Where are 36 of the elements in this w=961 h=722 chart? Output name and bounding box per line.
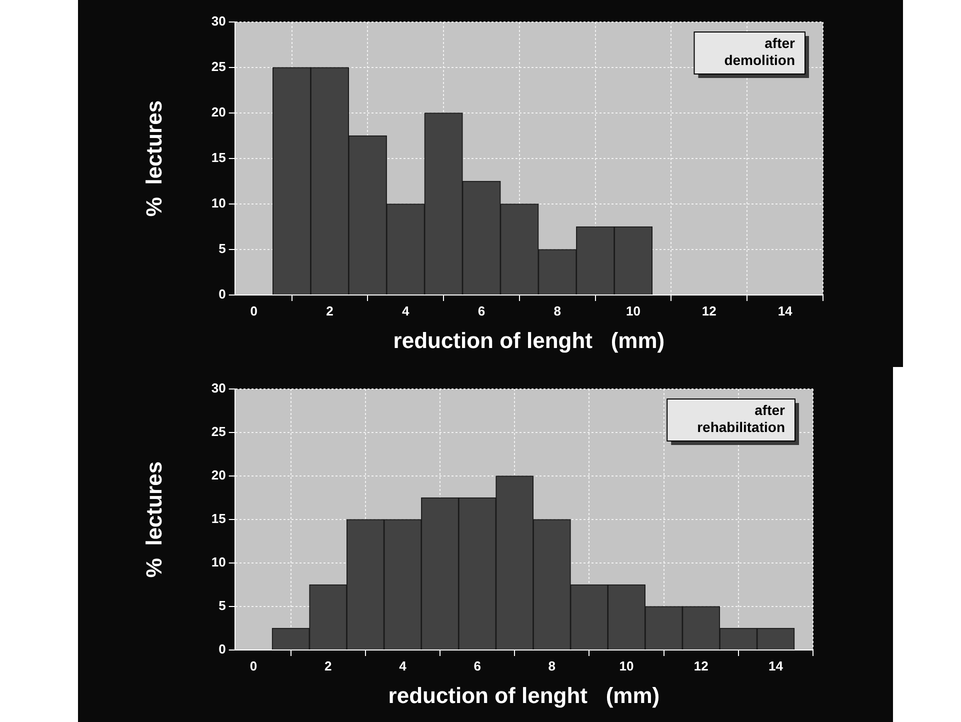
y-axis-title: % lectures <box>141 461 166 578</box>
x-tick-label: 8 <box>554 303 562 318</box>
y-tick-label: 10 <box>211 554 226 570</box>
annotation: after rehabilitation <box>697 402 786 435</box>
y-tick-label: 25 <box>211 59 226 74</box>
x-tick-label: 14 <box>778 303 794 318</box>
y-tick-label: 5 <box>218 598 226 614</box>
x-tick-label: 6 <box>478 303 486 318</box>
x-tick-label: 14 <box>768 658 784 674</box>
x-tick-label: 6 <box>474 658 481 674</box>
x-tick-label: 8 <box>548 658 556 674</box>
y-tick-label: 10 <box>211 196 226 211</box>
y-axis-title: % lectures <box>141 100 166 217</box>
x-tick-label: 12 <box>694 658 708 674</box>
x-tick-label: 0 <box>250 303 258 318</box>
y-tick-label: 5 <box>218 241 226 256</box>
x-tick-label: 12 <box>702 303 716 318</box>
y-tick-label: 15 <box>211 511 226 526</box>
y-tick-label: 0 <box>218 642 226 657</box>
y-tick-label: 0 <box>218 286 226 302</box>
x-tick-label: 2 <box>326 303 334 318</box>
x-tick-label: 2 <box>324 658 332 674</box>
x-axis-title: reduction of lenght (mm) <box>393 328 665 353</box>
x-tick-label: 10 <box>619 658 634 674</box>
x-tick-label: 4 <box>399 658 408 674</box>
annotation: after demolition <box>724 34 796 68</box>
x-axis-title: reduction of lenght (mm) <box>388 682 660 708</box>
y-tick-label: 20 <box>211 468 226 483</box>
y-tick-label: 15 <box>211 150 226 166</box>
y-tick-label: 25 <box>211 424 226 440</box>
y-tick-label: 30 <box>211 14 226 29</box>
y-tick-label: 20 <box>211 104 226 120</box>
x-tick-label: 0 <box>250 658 258 674</box>
x-tick-label: 4 <box>402 303 410 318</box>
y-tick-label: 30 <box>211 380 226 396</box>
x-tick-label: 10 <box>626 303 641 318</box>
